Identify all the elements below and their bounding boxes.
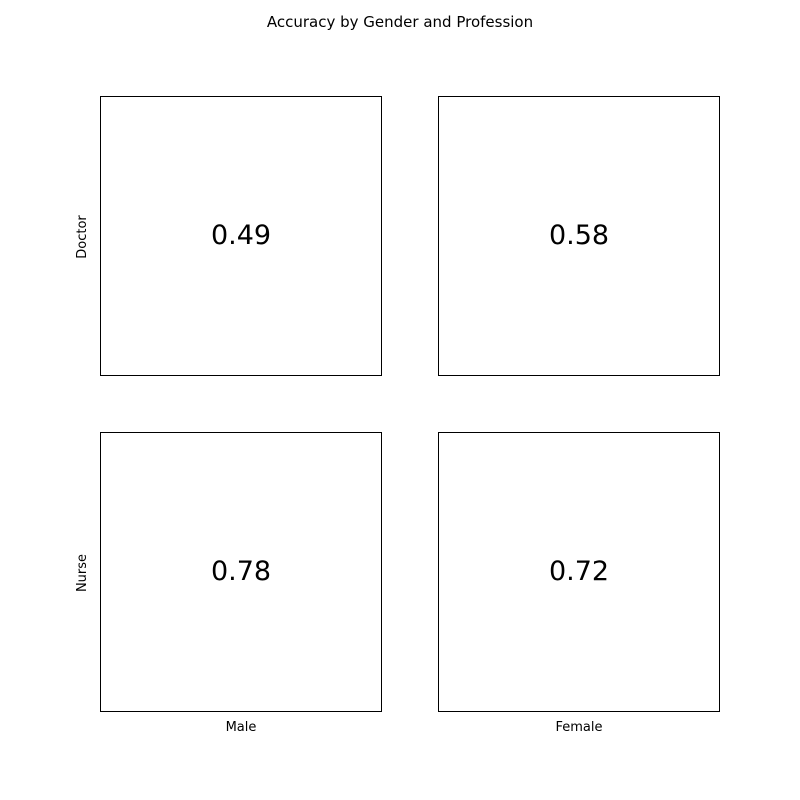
cell-value-nurse-male: 0.78 (210, 556, 272, 587)
panel-nurse-female: 0.72 (438, 432, 720, 712)
cell-value-doctor-female: 0.58 (548, 220, 610, 251)
row-label-nurse: Nurse (75, 553, 90, 593)
panel-doctor-female: 0.58 (438, 96, 720, 376)
cell-value-nurse-female: 0.72 (548, 556, 610, 587)
column-label-male: Male (225, 720, 257, 735)
cell-value-doctor-male: 0.49 (210, 220, 272, 251)
panel-nurse-male: 0.78 (100, 432, 382, 712)
column-label-female: Female (555, 720, 603, 735)
row-label-doctor: Doctor (75, 215, 90, 259)
panel-doctor-male: 0.49 (100, 96, 382, 376)
chart-title: Accuracy by Gender and Profession (266, 13, 534, 31)
